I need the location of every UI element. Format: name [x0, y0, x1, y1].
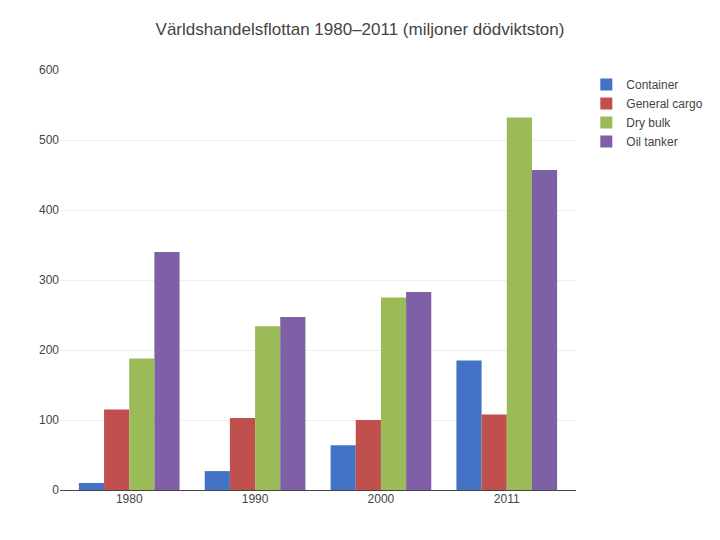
svg-text:Oil tanker: Oil tanker	[626, 135, 677, 149]
svg-text:1980: 1980	[116, 492, 143, 506]
svg-text:Dry bulk: Dry bulk	[626, 116, 671, 130]
svg-text:100: 100	[39, 413, 59, 427]
svg-text:Container: Container	[626, 78, 678, 92]
svg-text:600: 600	[39, 63, 59, 77]
svg-text:1990: 1990	[242, 492, 269, 506]
svg-text:0: 0	[52, 483, 59, 497]
svg-text:2000: 2000	[368, 492, 395, 506]
svg-text:2011: 2011	[494, 492, 520, 506]
svg-text:200: 200	[39, 343, 59, 357]
svg-text:300: 300	[39, 273, 59, 287]
svg-text:Världshandelsflottan 1980–2011: Världshandelsflottan 1980–2011 (miljoner…	[156, 20, 565, 39]
svg-text:General cargo: General cargo	[626, 97, 702, 111]
svg-text:400: 400	[39, 203, 59, 217]
svg-text:500: 500	[39, 133, 59, 147]
